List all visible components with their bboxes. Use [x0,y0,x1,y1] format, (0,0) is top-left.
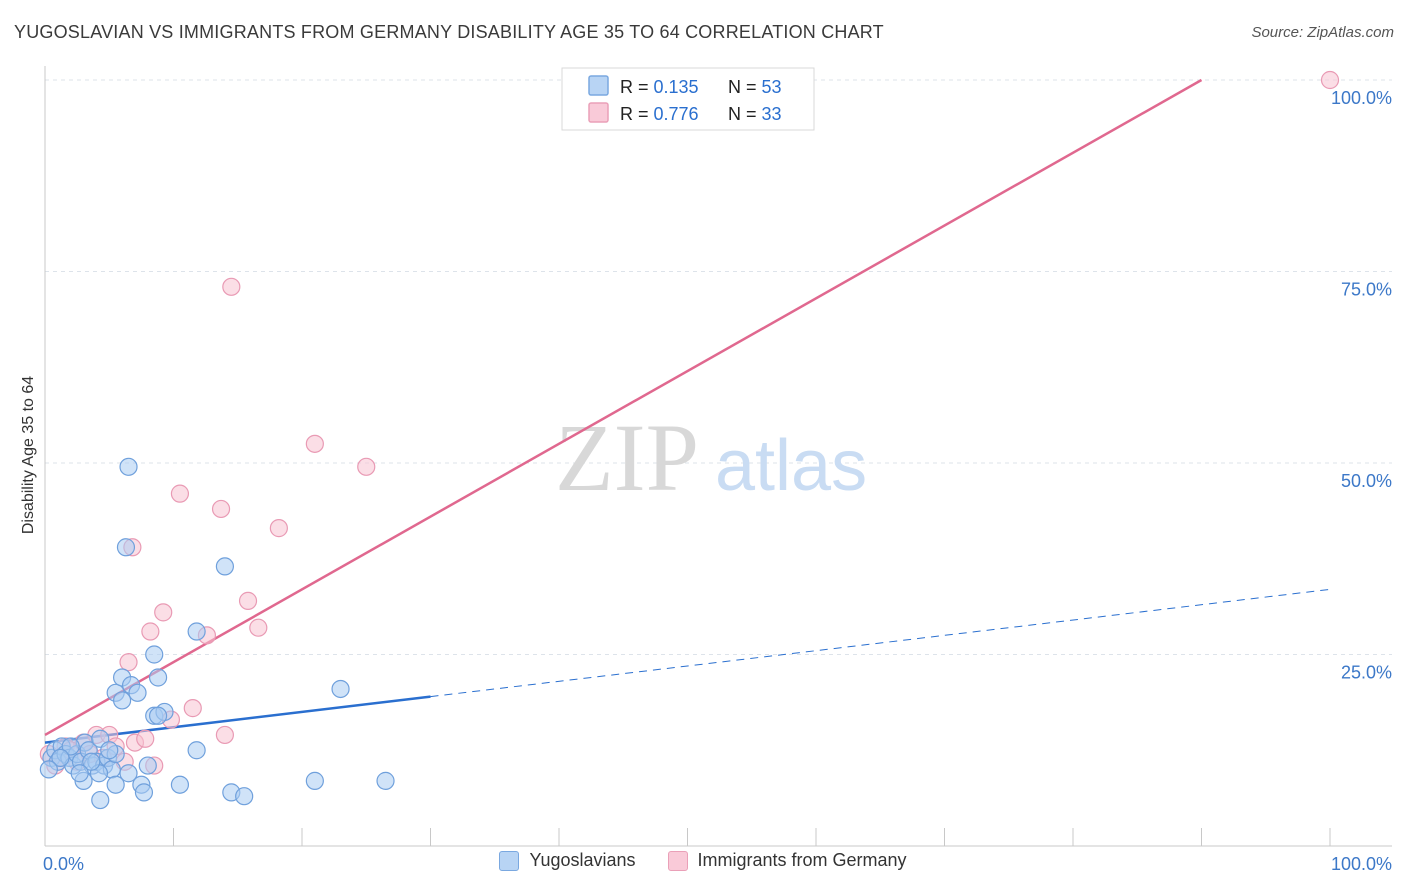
point-immigrant-germany [154,603,173,622]
point-immigrant-germany [269,519,288,538]
y-tick-label: 25.0% [1341,663,1392,683]
point-yugoslavian [138,756,157,775]
axes [44,66,1392,847]
legend-r-value-blue: 0.135 [654,77,699,97]
point-yugoslavian [82,752,101,771]
point-yugoslavian [116,538,136,557]
point-immigrant-germany [1320,70,1340,90]
x-tick-label: 0.0% [43,854,84,874]
point-immigrant-germany [305,434,324,453]
point-yugoslavian [148,706,168,725]
point-yugoslavian [100,741,119,760]
svg-text:R = 0.776: R = 0.776 [620,104,699,124]
point-immigrant-germany [136,729,155,748]
svg-text:R = 0.135: R = 0.135 [620,77,699,97]
watermark-zip: ZIP [555,404,699,511]
gridlines [45,79,1392,655]
y-tick-label: 75.0% [1341,280,1392,300]
point-yugoslavian [376,771,395,790]
point-yugoslavian [91,790,110,810]
point-yugoslavian [112,691,132,710]
point-yugoslavian [128,683,147,702]
watermark: ZIP atlas [555,404,867,511]
point-immigrant-germany [357,457,376,476]
point-immigrant-germany [249,618,268,637]
chart-title: YUGOSLAVIAN VS IMMIGRANTS FROM GERMANY D… [14,22,884,42]
series-legend: Yugoslavians Immigrants from Germany [0,850,1406,871]
svg-text:N = 53: N = 53 [728,77,782,97]
point-yugoslavian [170,775,190,794]
point-yugoslavian [305,771,324,790]
legend-swatch-pink [588,102,609,123]
source-label: Source: ZipAtlas.com [1251,24,1394,41]
legend-swatch-blue [588,75,609,96]
point-yugoslavian [148,668,168,687]
point-yugoslavian [331,679,350,699]
point-immigrant-germany [222,277,241,296]
legend-label-immigrants-germany: Immigrants from Germany [697,850,907,870]
point-yugoslavian [187,741,206,760]
watermark-atlas: atlas [715,426,867,506]
legend-swatch-immigrants-germany [667,850,688,871]
trend-line-yugoslavians-extension [430,588,1331,698]
point-yugoslavian [187,622,206,641]
point-yugoslavian [61,737,80,756]
legend-r-label: R = [620,104,654,124]
point-immigrant-germany [119,653,138,672]
point-yugoslavian [70,764,89,783]
point-yugoslavian [145,645,164,664]
point-yugoslavian [119,457,138,476]
legend-n-value-pink: 33 [762,104,782,124]
point-immigrant-germany [238,591,258,610]
legend-n-label: N = [728,104,762,124]
y-axis-label: Disability Age 35 to 64 [20,376,37,534]
svg-text:N = 33: N = 33 [728,104,782,124]
x-tick-label: 100.0% [1331,854,1392,874]
point-yugoslavian [235,787,254,806]
legend-item-immigrants-germany[interactable]: Immigrants from Germany [667,850,907,871]
point-immigrant-germany [141,622,160,641]
legend-r-value-pink: 0.776 [654,104,699,124]
legend-n-value-blue: 53 [762,77,782,97]
data-points [39,70,1340,810]
point-yugoslavian [134,783,154,802]
legend-label-yugoslavians: Yugoslavians [529,850,636,870]
point-yugoslavian [106,775,125,794]
legend-swatch-yugoslavians [499,850,520,871]
point-yugoslavian [39,760,58,779]
point-immigrant-germany [183,699,202,718]
point-immigrant-germany [211,499,231,519]
point-immigrant-germany [215,725,234,745]
correlation-legend: R = 0.135 N = 53 R = 0.776 N = 33 [561,67,815,131]
point-immigrant-germany [170,484,190,503]
point-yugoslavian [119,764,138,783]
point-yugoslavian [51,748,70,768]
point-yugoslavian [215,557,234,576]
legend-r-label: R = [620,77,654,97]
trend-line-immigrants-germany [44,78,1203,737]
legend-n-label: N = [728,77,762,97]
tick-labels: 25.0% 50.0% 75.0% 100.0% 0.0% 100.0% [43,88,1392,874]
y-tick-label: 100.0% [1331,88,1392,108]
y-tick-label: 50.0% [1341,471,1392,491]
legend-item-yugoslavians[interactable]: Yugoslavians [499,850,636,871]
